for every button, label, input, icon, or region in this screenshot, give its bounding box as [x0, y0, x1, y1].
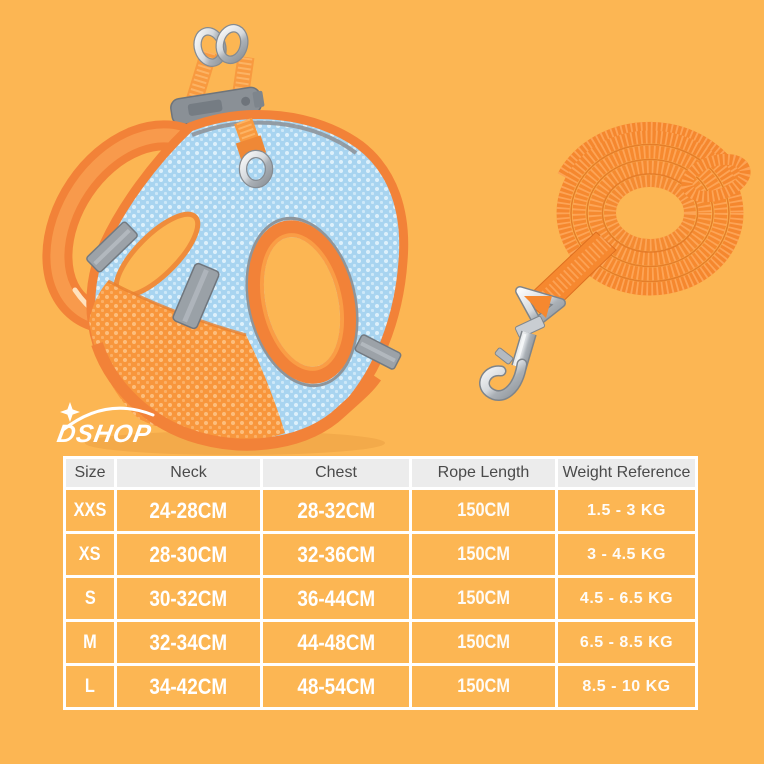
size-value: XS	[79, 543, 101, 565]
weight-value: 4.5 - 6.5 KG	[579, 589, 674, 607]
table-row-s: S 30-32CM 36-44CM 150CM 4.5 - 6.5 KG	[66, 578, 695, 619]
size-value: S	[84, 587, 96, 609]
reflective-patch-center	[172, 262, 220, 330]
leash-photo	[479, 121, 751, 401]
leash-handle-loop	[681, 153, 751, 203]
neck-value: 30-32CM	[149, 585, 228, 611]
right-leg-opening	[245, 216, 359, 388]
header-size: Size	[66, 459, 114, 487]
rope-length-value: 150CM	[457, 543, 510, 565]
product-photo-canvas: DSHOP	[42, 23, 751, 455]
neck-value: 24-28CM	[149, 497, 228, 523]
rope-length-value: 150CM	[457, 631, 510, 653]
table-row-xxs: XXS 24-28CM 28-32CM 150CM 1.5 - 3 KG	[66, 490, 695, 531]
chest-value: 44-48CM	[297, 629, 375, 655]
leash-attachment-d-ring	[234, 117, 274, 189]
rope-length-value: 150CM	[457, 499, 510, 521]
harness-photo	[42, 23, 409, 455]
table-row-xs: XS 28-30CM 32-36CM 150CM 3 - 4.5 KG	[66, 534, 695, 575]
header-weight-reference: Weight Reference	[558, 459, 695, 487]
table-row-m: M 32-34CM 44-48CM 150CM 6.5 - 8.5 KG	[66, 622, 695, 663]
size-value: XXS	[73, 499, 107, 521]
top-edge-piping	[191, 120, 358, 155]
logo-star-icon	[60, 402, 80, 422]
weight-value: 1.5 - 3 KG	[587, 501, 666, 519]
neck-value: 32-34CM	[149, 629, 228, 655]
table-row-l: L 34-42CM 48-54CM 150CM 8.5 - 10 KG	[66, 666, 695, 707]
leash-snap-hook	[479, 286, 566, 401]
size-chart-table: Size Neck Chest Rope Length Weight Refer…	[63, 456, 698, 710]
logo-text: DSHOP	[55, 420, 154, 448]
bottom-hem-trim	[91, 341, 381, 451]
rope-length-value: 150CM	[457, 675, 510, 697]
rope-length-value: 150CM	[457, 587, 510, 609]
neck-value: 34-42CM	[149, 673, 228, 699]
header-neck: Neck	[117, 459, 260, 487]
table-header-row: Size Neck Chest Rope Length Weight Refer…	[66, 459, 695, 487]
weight-value: 6.5 - 8.5 KG	[579, 633, 674, 651]
weight-value: 3 - 4.5 KG	[587, 545, 666, 563]
neck-value: 28-30CM	[149, 541, 228, 567]
reflective-patch-neck	[86, 221, 138, 273]
header-chest: Chest	[263, 459, 409, 487]
brand-logo: DSHOP	[55, 402, 155, 448]
chest-value: 36-44CM	[297, 585, 375, 611]
harness-top-rings	[193, 23, 249, 67]
reflective-patch-right	[354, 334, 402, 370]
size-value: M	[83, 631, 97, 653]
chest-value: 28-32CM	[297, 497, 375, 523]
strap-fold-through-eye	[524, 296, 552, 318]
weight-value: 8.5 - 10 KG	[582, 677, 671, 695]
chest-value: 32-36CM	[297, 541, 375, 567]
header-rope-length: Rope Length	[412, 459, 555, 487]
chest-value: 48-54CM	[297, 673, 375, 699]
size-value: L	[85, 675, 95, 697]
logo-swoosh	[61, 406, 155, 432]
